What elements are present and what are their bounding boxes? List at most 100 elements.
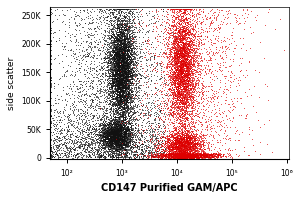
Point — [183, 124, 188, 127]
Point — [182, 11, 187, 14]
Point — [126, 96, 131, 99]
Point — [181, 43, 185, 47]
Point — [112, 86, 117, 89]
Point — [137, 137, 142, 141]
Point — [159, 112, 164, 115]
Point — [72, 52, 77, 56]
Point — [184, 31, 189, 34]
Point — [113, 131, 118, 134]
Point — [178, 48, 183, 52]
Point — [124, 66, 129, 69]
Point — [118, 55, 122, 58]
Point — [161, 155, 166, 158]
Point — [77, 82, 82, 86]
Point — [87, 83, 92, 87]
Point — [209, 133, 214, 137]
Point — [188, 144, 193, 147]
Point — [113, 60, 118, 63]
Point — [128, 141, 133, 145]
Point — [206, 134, 211, 138]
Point — [171, 144, 176, 147]
Point — [116, 114, 120, 117]
Point — [98, 143, 103, 146]
Point — [84, 128, 89, 132]
Point — [129, 85, 134, 89]
Point — [129, 36, 134, 39]
Point — [199, 41, 204, 44]
Point — [123, 46, 128, 50]
Point — [115, 45, 120, 48]
Point — [124, 23, 129, 26]
Point — [178, 88, 183, 91]
Point — [122, 41, 126, 44]
Point — [180, 73, 185, 76]
Point — [167, 52, 171, 55]
Point — [122, 83, 127, 86]
Point — [113, 54, 118, 57]
Point — [142, 40, 147, 43]
Point — [171, 62, 176, 65]
Point — [137, 15, 142, 18]
Point — [122, 34, 127, 37]
Point — [121, 53, 126, 56]
Point — [176, 103, 181, 106]
Point — [118, 131, 122, 134]
Point — [122, 20, 127, 23]
Point — [98, 139, 103, 142]
Point — [129, 82, 134, 85]
Point — [107, 137, 112, 140]
Point — [121, 129, 126, 132]
Point — [179, 50, 184, 54]
Point — [176, 151, 181, 154]
Point — [166, 150, 171, 153]
Point — [110, 50, 115, 53]
Point — [174, 61, 179, 64]
Point — [109, 67, 113, 70]
Point — [111, 72, 116, 75]
Point — [186, 156, 191, 159]
Point — [113, 62, 118, 65]
Point — [110, 45, 115, 48]
Point — [127, 41, 132, 44]
Point — [133, 125, 137, 128]
Point — [185, 20, 190, 24]
Point — [112, 84, 117, 87]
Point — [192, 154, 197, 157]
Point — [109, 51, 114, 54]
Point — [190, 102, 195, 105]
Point — [157, 40, 162, 44]
Point — [178, 136, 183, 139]
Point — [81, 25, 85, 29]
Point — [179, 81, 184, 84]
Point — [175, 138, 180, 141]
Point — [187, 152, 192, 155]
Point — [115, 34, 119, 37]
Point — [186, 53, 191, 56]
Point — [171, 156, 176, 159]
Point — [183, 130, 188, 133]
Point — [190, 152, 194, 155]
Point — [134, 153, 139, 156]
Point — [121, 92, 125, 95]
Point — [113, 139, 118, 142]
Point — [127, 34, 132, 37]
Point — [173, 133, 178, 136]
Point — [110, 123, 114, 126]
Point — [110, 144, 114, 147]
Point — [119, 87, 124, 91]
Point — [84, 122, 89, 125]
Point — [113, 124, 118, 127]
Point — [179, 76, 184, 79]
Point — [123, 70, 128, 73]
Point — [157, 153, 162, 157]
Point — [76, 15, 81, 18]
Point — [138, 155, 143, 158]
Point — [186, 71, 190, 74]
Point — [199, 97, 203, 100]
Point — [118, 48, 123, 51]
Point — [112, 132, 117, 135]
Point — [167, 152, 172, 156]
Point — [195, 60, 200, 63]
Point — [170, 122, 175, 125]
Point — [87, 155, 92, 158]
